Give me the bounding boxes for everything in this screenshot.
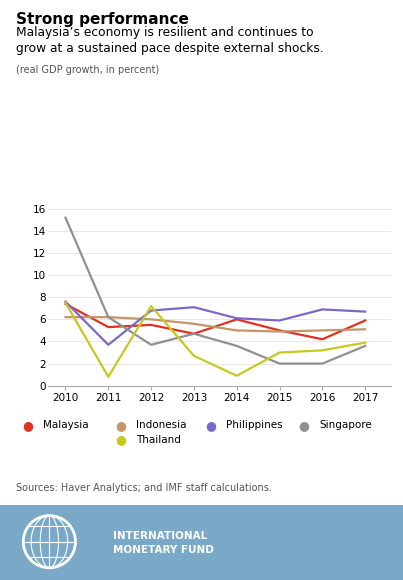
Text: Thailand: Thailand xyxy=(136,434,181,445)
Text: ●: ● xyxy=(298,419,309,432)
Text: (real GDP growth, in percent): (real GDP growth, in percent) xyxy=(16,65,159,75)
Text: Malaysia: Malaysia xyxy=(43,420,89,430)
Text: INTERNATIONAL
MONETARY FUND: INTERNATIONAL MONETARY FUND xyxy=(113,531,214,556)
Text: ●: ● xyxy=(22,419,33,432)
Text: Indonesia: Indonesia xyxy=(136,420,186,430)
Text: ●: ● xyxy=(206,419,216,432)
Text: Strong performance: Strong performance xyxy=(16,12,189,27)
Text: ●: ● xyxy=(115,419,126,432)
Text: Singapore: Singapore xyxy=(319,420,372,430)
Text: Philippines: Philippines xyxy=(226,420,283,430)
Text: ●: ● xyxy=(115,433,126,446)
Text: Malaysia’s economy is resilient and continues to
grow at a sustained pace despit: Malaysia’s economy is resilient and cont… xyxy=(16,26,324,55)
Text: Sources: Haver Analytics; and IMF staff calculations.: Sources: Haver Analytics; and IMF staff … xyxy=(16,483,272,492)
